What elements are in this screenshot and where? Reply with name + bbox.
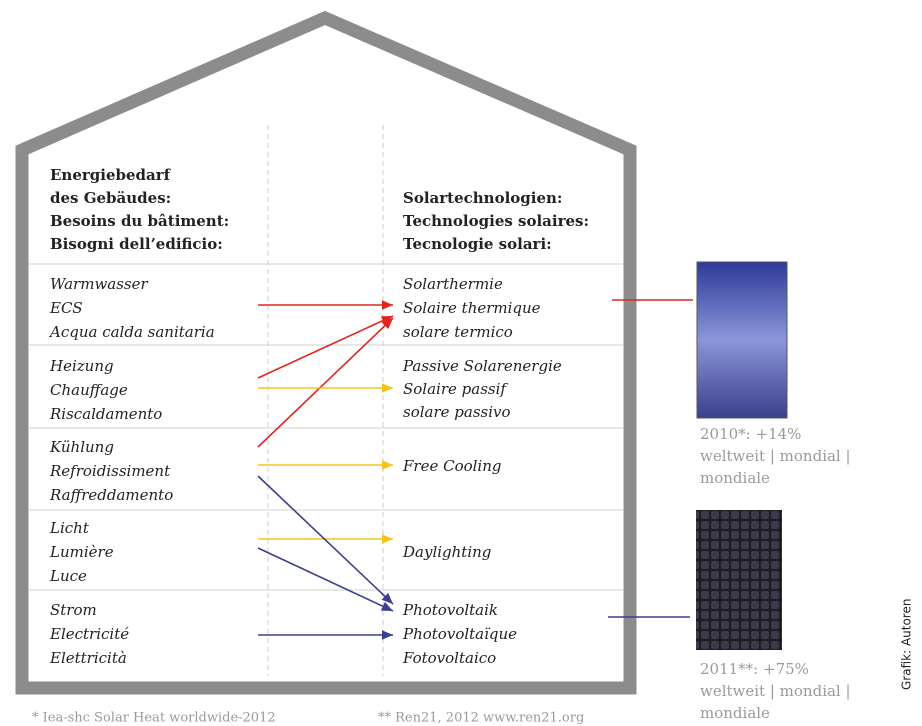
label: Strom — [50, 601, 97, 619]
label: Heizung — [49, 357, 114, 375]
label: Acqua calda sanitaria — [48, 323, 215, 341]
label: Warmwasser — [50, 275, 149, 293]
label: Solaire thermique — [403, 299, 541, 317]
label: Raffreddamento — [49, 486, 173, 504]
label: Photovoltaïque — [402, 625, 517, 643]
label: weltweit | mondial | — [700, 447, 851, 465]
label: Licht — [49, 519, 90, 537]
label: 2010*: +14% — [700, 425, 801, 443]
arrows — [257, 299, 693, 640]
label: weltweit | mondial | — [700, 682, 851, 700]
label: Electricité — [49, 625, 129, 643]
label: Tecnologie solari: — [403, 235, 552, 253]
label: Solarthermie — [403, 275, 503, 293]
row-separators — [29, 263, 623, 591]
label: Passive Solarenergie — [402, 357, 562, 375]
label: Grafik: Autoren — [900, 599, 914, 690]
label: Daylighting — [402, 543, 491, 561]
label: Photovoltaik — [402, 601, 498, 619]
label: Kühlung — [49, 438, 114, 456]
label: Besoins du bâtiment: — [50, 212, 229, 230]
label: Refroidissiment — [49, 462, 171, 480]
label: ** Ren21, 2012 www.ren21.org — [378, 711, 584, 726]
label: Elettricità — [49, 649, 127, 667]
label: 2011**: +75% — [700, 660, 809, 678]
label: Lumière — [49, 543, 114, 561]
solar-thermal-panel — [696, 261, 788, 419]
label: Energiebedarf — [50, 166, 172, 184]
label: Fotovoltaico — [402, 649, 496, 667]
label: Chauffage — [50, 381, 128, 399]
label: Technologies solaires: — [403, 212, 589, 230]
photovoltaic-panel — [696, 510, 782, 650]
label: Luce — [49, 567, 87, 585]
label: Solaire passif — [403, 380, 508, 398]
label: mondiale — [700, 704, 770, 722]
label: Solartechnologien: — [403, 189, 562, 207]
label: Bisogni dell’edificio: — [50, 235, 223, 253]
label: mondiale — [700, 469, 770, 487]
label: ECS — [49, 299, 83, 317]
label: solare termico — [403, 323, 513, 341]
house-outline — [15, 10, 637, 695]
label: solare passivo — [403, 403, 511, 421]
label: des Gebäudes: — [50, 189, 171, 207]
label: Riscaldamento — [49, 405, 162, 423]
label: * Iea-shc Solar Heat worldwide-2012 — [32, 711, 276, 726]
label: Free Cooling — [402, 457, 502, 475]
